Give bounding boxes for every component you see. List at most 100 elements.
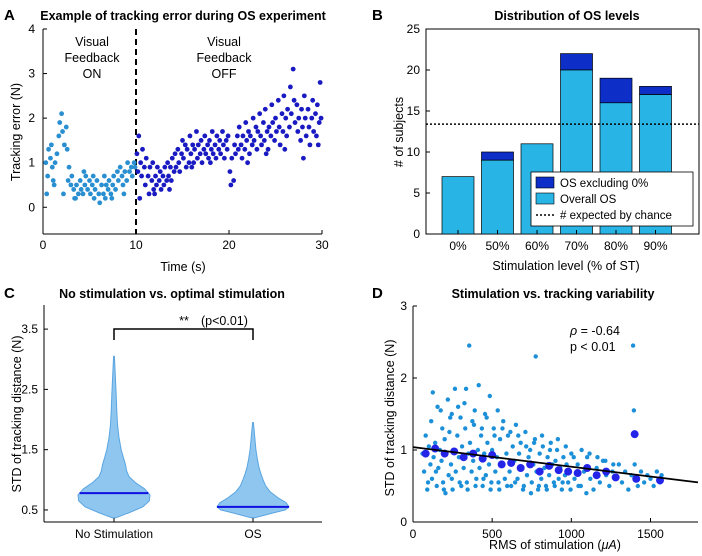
panel-a-point-off <box>207 138 212 143</box>
panel-a-point-off <box>277 142 283 148</box>
panel-b-bar-excluding <box>560 53 593 71</box>
panel-a-point-on <box>90 173 96 179</box>
panel-a-point-on <box>111 173 117 179</box>
panel-d-point-individual <box>651 483 656 489</box>
panel-a-point-off <box>287 124 292 130</box>
panel-a-point-off <box>296 115 302 121</box>
panel-d-point-individual <box>433 469 439 474</box>
panel-a-point-off <box>315 142 321 148</box>
panel-d-point-mean <box>535 467 544 476</box>
panel-a-point-off <box>306 124 312 130</box>
panel-a-point-off <box>203 151 209 157</box>
panel-a-point-off <box>225 133 231 139</box>
panel-a-point-off <box>316 120 322 125</box>
panel-a-point-off <box>141 164 147 170</box>
panel-d-point-individual <box>531 440 537 445</box>
panel-a-point-off <box>180 138 185 143</box>
panel-b-xlabel: Stimulation level (% of ST) <box>492 259 639 273</box>
panel-a-point-on <box>105 187 111 192</box>
panel-a-point-on <box>57 120 63 125</box>
panel-b-xtick-label: 50% <box>485 239 509 253</box>
panel-d-point-individual <box>584 491 589 496</box>
panel-d-point-individual <box>607 483 612 489</box>
panel-a-point-off <box>273 115 278 121</box>
panel-b-title: Distribution of OS levels <box>494 9 639 23</box>
panel-d-point-individual <box>545 455 550 460</box>
panel-a-point-off <box>147 164 153 170</box>
panel-a-point-on <box>129 173 135 179</box>
panel-d-point-mean <box>497 460 506 469</box>
panel-d-point-individual <box>539 433 545 438</box>
panel-a: A Example of tracking error during OS ex… <box>4 7 329 274</box>
panel-d-plot-area: 0 1 2 3 0 500 1000 1500 ρ = -0.64 p < 0.01 <box>400 299 699 541</box>
panel-d-point-individual <box>462 401 467 406</box>
panel-d-point-individual <box>467 440 473 445</box>
panel-d-point-individual <box>508 429 513 435</box>
panel-d-point-individual <box>457 480 462 485</box>
panel-a-point-on <box>82 182 88 188</box>
panel-a-point-off <box>264 129 270 134</box>
panel-d-point-individual <box>455 433 460 438</box>
panel-d-xtick-label: 1500 <box>637 527 664 541</box>
panel-d-point-individual <box>425 480 431 485</box>
panel-d-point-individual <box>555 437 561 442</box>
panel-d-point-individual <box>631 408 637 413</box>
panel-d-point-individual <box>448 415 453 420</box>
panel-b-bar-overall <box>481 159 514 235</box>
panel-d-point-individual <box>446 473 451 478</box>
panel-d-point-mean <box>564 467 573 476</box>
panel-c-xtick-label: No Stimulation <box>75 527 153 541</box>
panel-b-bar-excluding <box>481 151 514 161</box>
panel-a-point-off <box>197 151 203 157</box>
panel-d-point-individual <box>489 447 495 453</box>
panel-d-point-individual <box>474 476 479 481</box>
panel-a-point-off <box>179 151 184 157</box>
panel-a-xlabel: Time (s) <box>160 260 205 274</box>
panel-a-point-off <box>208 160 213 166</box>
panel-a-annotation-off: OFF <box>212 67 237 81</box>
panel-b-xtick-label: 0% <box>449 239 467 253</box>
panel-a-point-on <box>92 187 98 192</box>
panel-a-point-off <box>143 155 149 161</box>
panel-d-point-individual <box>526 455 531 460</box>
panel-c-title: No stimulation vs. optimal stimulation <box>59 287 285 301</box>
panel-d-point-individual <box>548 440 553 445</box>
panel-a-point-off <box>257 111 263 117</box>
panel-d-point-individual <box>533 354 538 359</box>
panel-d-point-individual <box>425 487 430 492</box>
panel-d-point-individual <box>508 483 514 489</box>
panel-b-ytick-label: 5 <box>413 186 420 200</box>
panel-d-point-individual <box>459 444 465 449</box>
panel-d-point-individual <box>626 487 631 492</box>
panel-d-point-individual <box>588 476 593 481</box>
panel-a-point-off <box>276 124 282 130</box>
panel-a-point-off <box>220 129 225 134</box>
panel-a-point-off <box>224 146 230 152</box>
panel-a-point-off <box>199 160 205 166</box>
panel-a-point-on <box>96 191 102 197</box>
panel-a-ytick-label: 4 <box>28 22 35 36</box>
panel-a-point-off <box>134 151 140 157</box>
panel-a-point-off <box>214 133 220 139</box>
panel-a-point-on <box>132 164 138 170</box>
panel-a-point-off <box>145 173 151 179</box>
panel-a-point-on <box>120 182 126 188</box>
panel-a-point-off <box>183 164 189 170</box>
panel-a-xtick-label: 10 <box>129 238 143 252</box>
panel-d-ytick-label: 3 <box>400 299 407 313</box>
panel-d-ylabel: STD of tracking distance (N) <box>383 340 397 497</box>
panel-d-point-individual <box>536 483 542 489</box>
panel-a-point-off <box>146 191 152 197</box>
panel-a-annotation-off: Feedback <box>197 51 253 65</box>
panel-a-ytick-label: 3 <box>28 67 35 81</box>
panel-d-point-individual <box>572 476 577 481</box>
panel-a-point-off <box>295 129 301 134</box>
panel-d-point-individual <box>463 426 468 431</box>
panel-c: C No stimulation vs. optimal stimulation… <box>4 285 322 541</box>
panel-a-point-on <box>88 191 93 197</box>
panel-a-point-off <box>198 138 204 143</box>
panel-a-letter: A <box>4 7 15 24</box>
panel-d-point-mean <box>459 453 468 462</box>
panel-d-letter: D <box>372 285 383 302</box>
panel-a-point-off <box>287 84 293 90</box>
